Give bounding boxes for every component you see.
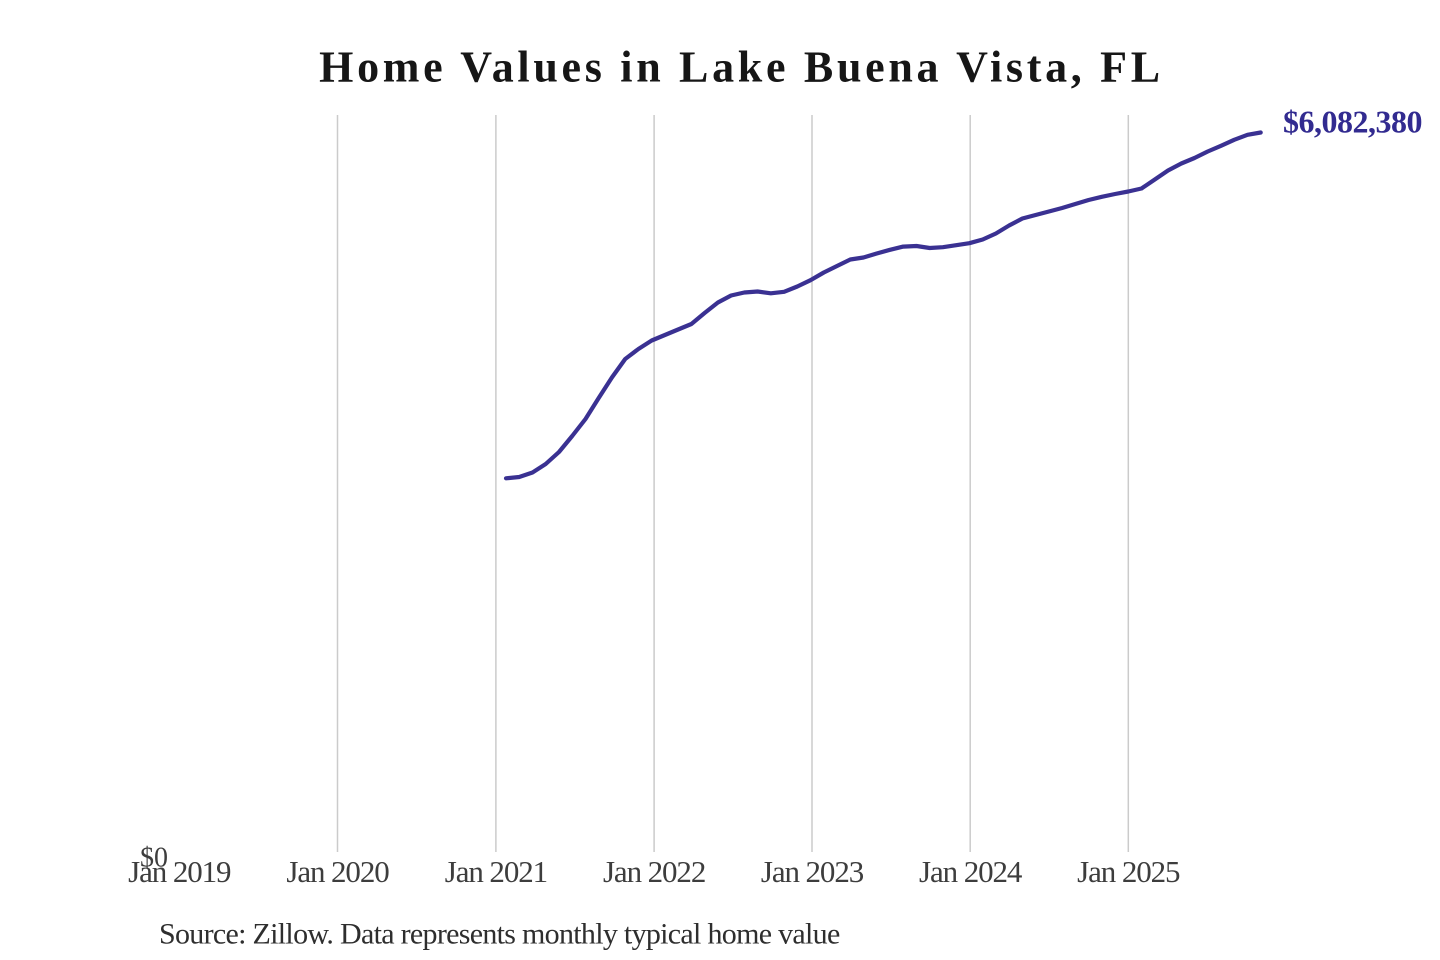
svg-text:$0: $0 (140, 843, 168, 874)
svg-text:Home Values in Lake Buena Vist: Home Values in Lake Buena Vista, FL (319, 43, 1164, 92)
svg-text:Jan 2020: Jan 2020 (286, 854, 389, 889)
svg-text:Jan 2022: Jan 2022 (603, 854, 705, 889)
svg-text:$6,082,380: $6,082,380 (1283, 104, 1422, 140)
svg-text:Jan 2024: Jan 2024 (919, 854, 1023, 889)
svg-text:Jan 2025: Jan 2025 (1077, 854, 1180, 889)
svg-text:Source: Zillow. Data represent: Source: Zillow. Data represents monthly … (159, 918, 840, 951)
svg-text:Jan 2023: Jan 2023 (761, 854, 864, 889)
svg-text:Jan 2019: Jan 2019 (128, 854, 231, 889)
svg-text:Jan 2021: Jan 2021 (445, 854, 547, 889)
